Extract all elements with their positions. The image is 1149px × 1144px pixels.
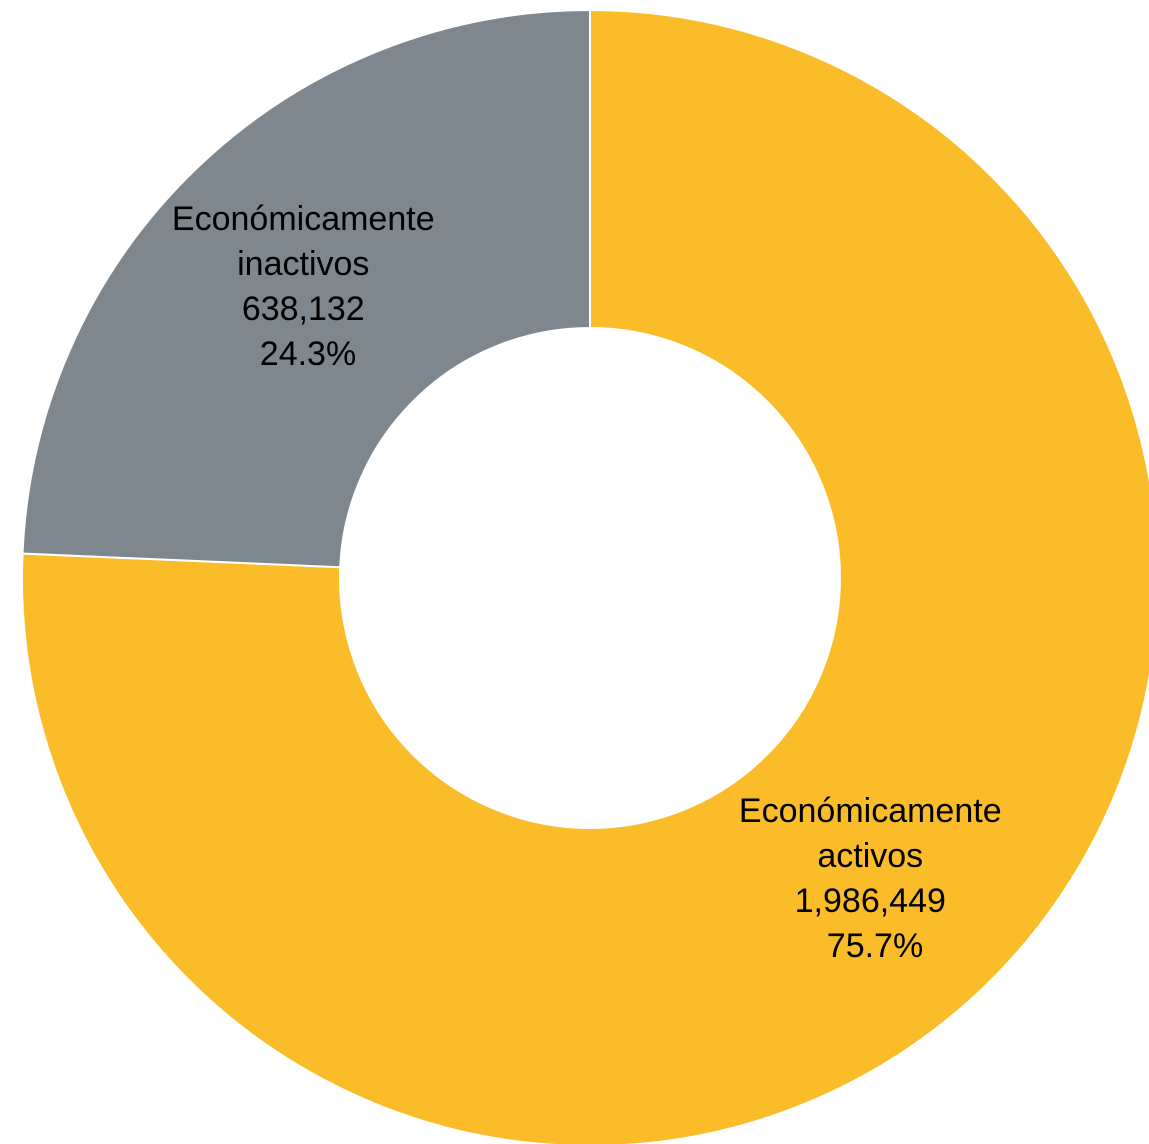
slice-activos — [21, 8, 1149, 1144]
label-inactivos: Económicamente inactivos 638,132 24.3% — [172, 200, 444, 373]
label-activos: Económicamente activos 1,986,449 75.7% — [739, 792, 1011, 965]
labels-layer: Económicamente inactivos 638,132 24.3% E… — [172, 200, 1011, 965]
label-activos-line-1: Económicamente — [739, 792, 1002, 830]
label-inactivos-line-2: inactivos — [237, 245, 369, 283]
label-activos-value: 1,986,449 — [795, 882, 946, 920]
slices-layer — [21, 8, 1149, 1144]
label-inactivos-percent: 24.3% — [260, 335, 356, 373]
label-activos-line-2: activos — [817, 837, 923, 875]
label-inactivos-value: 638,132 — [242, 290, 365, 328]
label-activos-percent: 75.7% — [827, 927, 923, 965]
slice-inactivos — [21, 8, 591, 569]
label-inactivos-line-1: Económicamente — [172, 200, 435, 238]
